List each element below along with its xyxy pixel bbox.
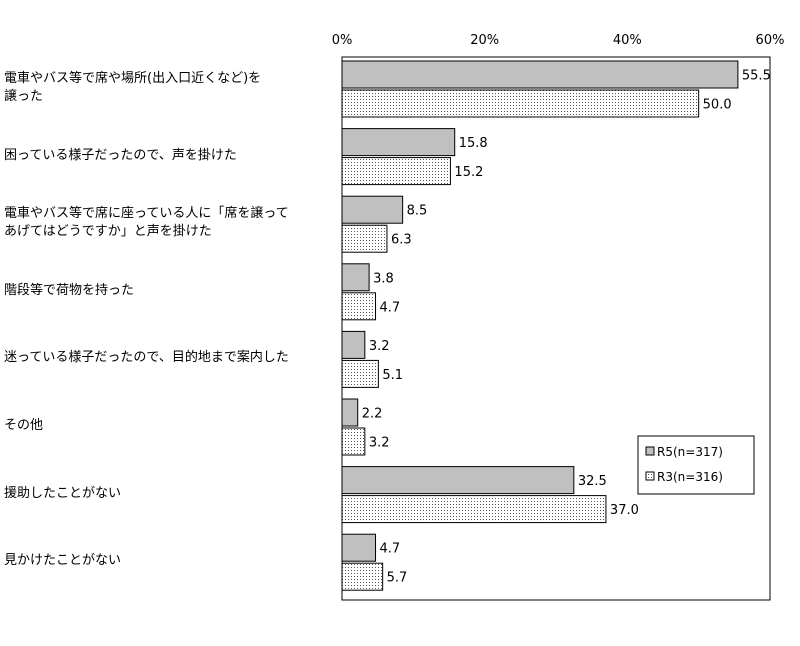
bar bbox=[341, 495, 607, 524]
category-label: 階段等で荷物を持った bbox=[4, 282, 135, 298]
legend: R5(n=317) R3(n=316) bbox=[637, 435, 755, 495]
category-label: 迷っている様子だったので、目的地まで案内した bbox=[4, 350, 289, 366]
bar bbox=[341, 398, 359, 427]
data-label: 32.5 bbox=[578, 474, 607, 489]
legend-swatch bbox=[645, 446, 655, 456]
legend-entry: R3(n=316) bbox=[657, 470, 723, 484]
data-label: 2.2 bbox=[362, 407, 383, 422]
bar bbox=[341, 330, 366, 359]
data-label: 55.5 bbox=[742, 69, 771, 84]
legend-entry: R5(n=317) bbox=[657, 445, 723, 459]
bar bbox=[341, 263, 370, 292]
bar bbox=[341, 466, 575, 495]
legend-swatch bbox=[645, 471, 655, 481]
data-label: 5.1 bbox=[382, 368, 403, 383]
category-label: 電車やバス等で席に座っている人に「席を譲って あげてはどうですか」と声を掛けた bbox=[4, 206, 289, 240]
data-label: 3.2 bbox=[369, 436, 390, 451]
plot-frame bbox=[341, 56, 771, 601]
data-label: 37.0 bbox=[610, 503, 639, 518]
legend-box bbox=[637, 435, 755, 495]
bar bbox=[341, 128, 456, 157]
data-label: 15.8 bbox=[459, 136, 488, 151]
data-label: 6.3 bbox=[391, 233, 412, 248]
x-tick-label: 20% bbox=[470, 33, 499, 48]
x-tick-label: 0% bbox=[332, 33, 353, 48]
bar bbox=[341, 562, 384, 591]
bar bbox=[341, 224, 388, 253]
bar bbox=[341, 157, 451, 186]
bar bbox=[341, 533, 377, 562]
x-tick-label: 40% bbox=[613, 33, 642, 48]
data-label: 3.8 bbox=[373, 271, 394, 286]
data-label: 4.7 bbox=[380, 542, 401, 557]
category-label: 電車やバス等で席や場所(出入口近くなど)を 譲った bbox=[4, 71, 262, 104]
data-label: 8.5 bbox=[407, 204, 428, 219]
bar bbox=[341, 359, 379, 388]
bar bbox=[341, 292, 377, 321]
plot-area: 0% 20% 40% 60% 55.5 50.0 15.8 15.2 8.5 6.3 3.8 4.7 3… bbox=[332, 33, 785, 601]
data-label: 50.0 bbox=[703, 98, 732, 113]
data-label: 5.7 bbox=[387, 571, 408, 586]
category-label: 見かけたことがない bbox=[4, 553, 122, 569]
category-label: その他 bbox=[4, 418, 44, 433]
category-label: 困っている様子だったので、声を掛けた bbox=[4, 147, 237, 163]
bar bbox=[341, 60, 739, 89]
x-tick-label: 60% bbox=[756, 33, 785, 48]
data-label: 4.7 bbox=[380, 300, 401, 315]
bar bbox=[341, 195, 404, 224]
data-label: 3.2 bbox=[369, 339, 390, 354]
category-label: 援助したことがない bbox=[4, 485, 122, 501]
bar bbox=[341, 89, 700, 118]
data-label: 15.2 bbox=[454, 165, 483, 180]
bar bbox=[341, 427, 366, 456]
